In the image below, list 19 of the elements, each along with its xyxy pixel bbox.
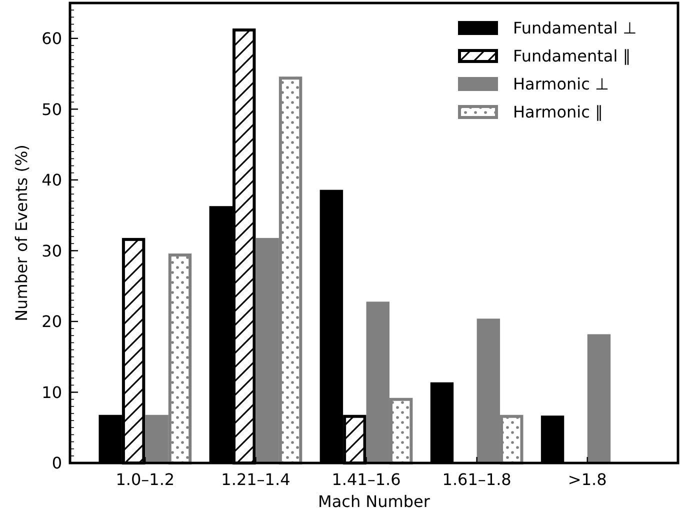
x-tick-label: >1.8 [568,470,607,489]
legend-label: Fundamental ⊥ [513,18,637,38]
y-tick-label: 20 [42,312,62,332]
y-tick-label: 50 [42,100,62,119]
y-tick-label: 30 [42,241,62,260]
legend-label: Fundamental ∥ [513,46,631,66]
y-tick-label: 60 [42,28,62,48]
y-tick-label: 10 [42,382,62,402]
x-tick-label: 1.61–1.8 [442,470,512,489]
x-tick-label: 1.0–1.2 [116,470,175,489]
y-tick-label: 40 [42,170,62,190]
legend-label: Harmonic ⊥ [513,74,609,94]
x-tick-label: 1.21–1.4 [221,470,290,489]
x-axis-title: Mach Number [318,492,430,511]
y-axis-title: Number of Events (%) [12,144,31,322]
x-tick-label: 1.41–1.6 [332,470,401,489]
y-tick-label: 0 [52,454,62,473]
legend-label: Harmonic ∥ [513,102,603,122]
bar [587,334,611,463]
